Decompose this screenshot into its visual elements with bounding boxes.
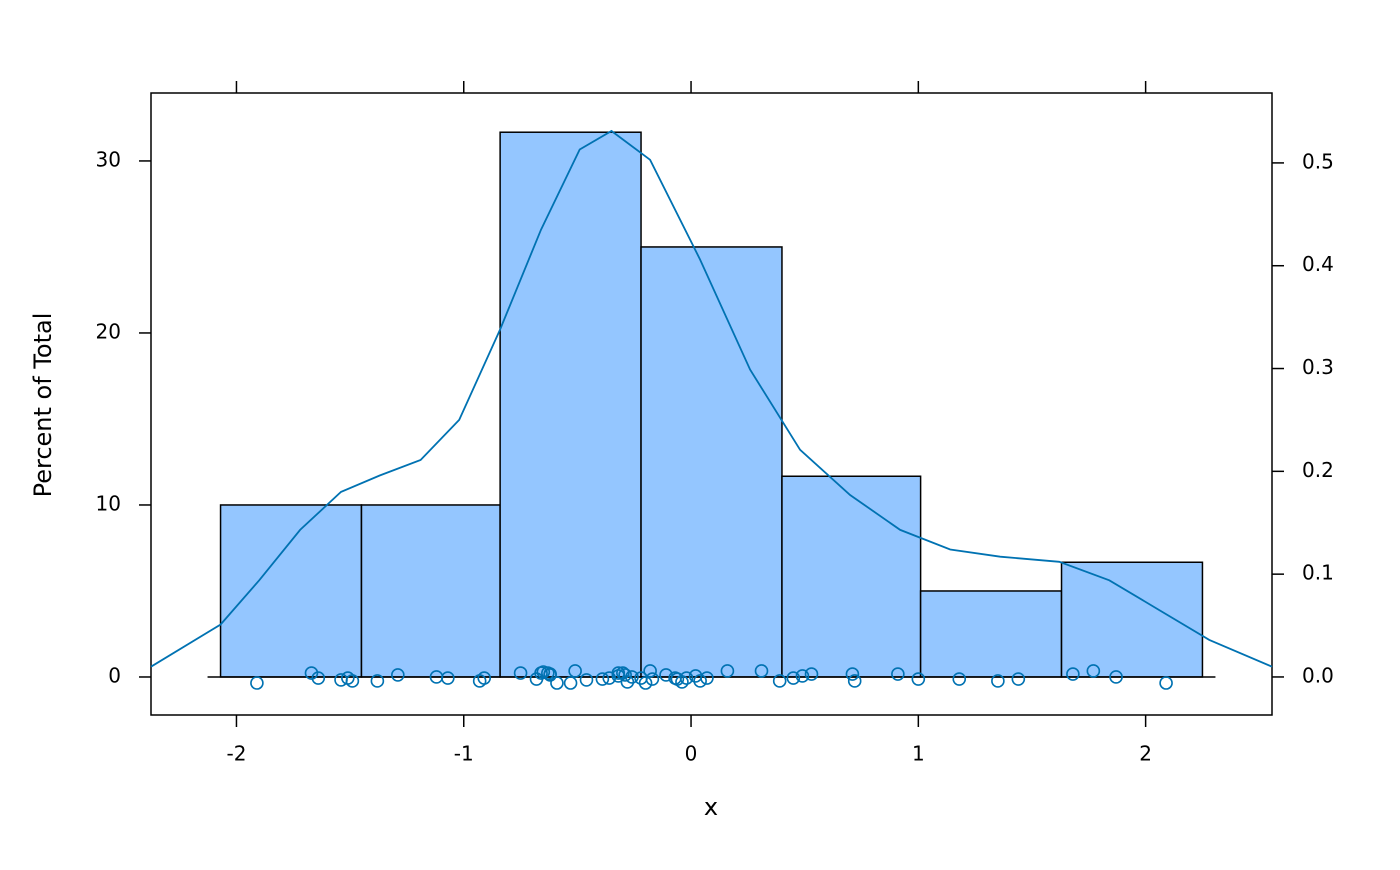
rug-point <box>700 671 714 685</box>
bar <box>781 475 922 678</box>
rug-point <box>595 672 610 686</box>
density-curve <box>150 129 1273 668</box>
rug-point <box>345 674 360 688</box>
rug-point <box>891 667 905 681</box>
y-tick-label: 20 <box>96 319 121 343</box>
rug-point <box>620 675 635 689</box>
y2-tick-label: 0.2 <box>1302 458 1334 482</box>
rug-point <box>579 673 594 687</box>
rug-point <box>675 675 689 689</box>
bar <box>919 590 1063 678</box>
bar <box>640 246 783 678</box>
x-tick-label: -2 <box>226 742 246 766</box>
rug-point <box>754 664 769 678</box>
bar <box>1060 561 1204 678</box>
rug-point <box>772 674 787 688</box>
x-tick-label: -1 <box>454 742 474 766</box>
rug-point <box>645 672 660 686</box>
y-tick-label: 0 <box>108 663 121 687</box>
y-axis-label: Percent of Total <box>29 313 57 498</box>
rug-point <box>550 676 564 690</box>
rug-point <box>304 666 319 680</box>
rug-point <box>513 666 528 680</box>
rug-point <box>720 664 735 678</box>
rug-point <box>786 671 801 685</box>
x-tick-label: 1 <box>912 742 925 766</box>
rug-point <box>611 666 626 680</box>
bar <box>499 131 642 678</box>
rug-point <box>370 674 385 688</box>
x-axis-label: x <box>704 793 718 821</box>
rug-point <box>1066 667 1080 681</box>
rug-point <box>311 671 326 685</box>
rug-point <box>618 668 632 682</box>
rug-point <box>643 664 657 678</box>
rug-point <box>568 664 582 678</box>
y-tick-label: 10 <box>96 491 121 515</box>
y2-tick-label: 0.4 <box>1302 252 1334 276</box>
x-tick-label: 2 <box>1139 742 1152 766</box>
rug-point <box>991 674 1005 688</box>
y2-tick-label: 0.3 <box>1302 355 1334 379</box>
bar <box>360 504 501 678</box>
rug-point <box>795 669 810 683</box>
rug-point <box>625 670 639 684</box>
rug-point <box>847 674 862 688</box>
rug-point <box>543 668 557 682</box>
rug-point <box>845 667 860 681</box>
rug-point <box>804 667 819 681</box>
rug-point <box>1109 670 1123 684</box>
rug-point <box>1086 664 1101 678</box>
rug-point <box>911 672 926 686</box>
rug-point <box>638 676 653 690</box>
rug-point <box>477 671 492 685</box>
rug-point <box>563 676 578 690</box>
bar <box>219 504 363 678</box>
rug-point <box>693 674 707 688</box>
rug-point <box>1159 676 1173 690</box>
rug-point <box>679 671 694 685</box>
rug-point <box>391 668 405 682</box>
y2-tick-label: 0.0 <box>1302 663 1334 687</box>
y2-tick-label: 0.1 <box>1302 561 1334 585</box>
rug-point <box>441 671 455 685</box>
x-tick-label: 0 <box>685 742 698 766</box>
rug-point <box>952 672 967 686</box>
rug-point <box>1011 672 1026 686</box>
plot-frame <box>150 92 1273 716</box>
y2-tick-label: 0.5 <box>1302 149 1334 173</box>
y-tick-label: 30 <box>96 147 121 171</box>
rug-point <box>250 676 264 690</box>
